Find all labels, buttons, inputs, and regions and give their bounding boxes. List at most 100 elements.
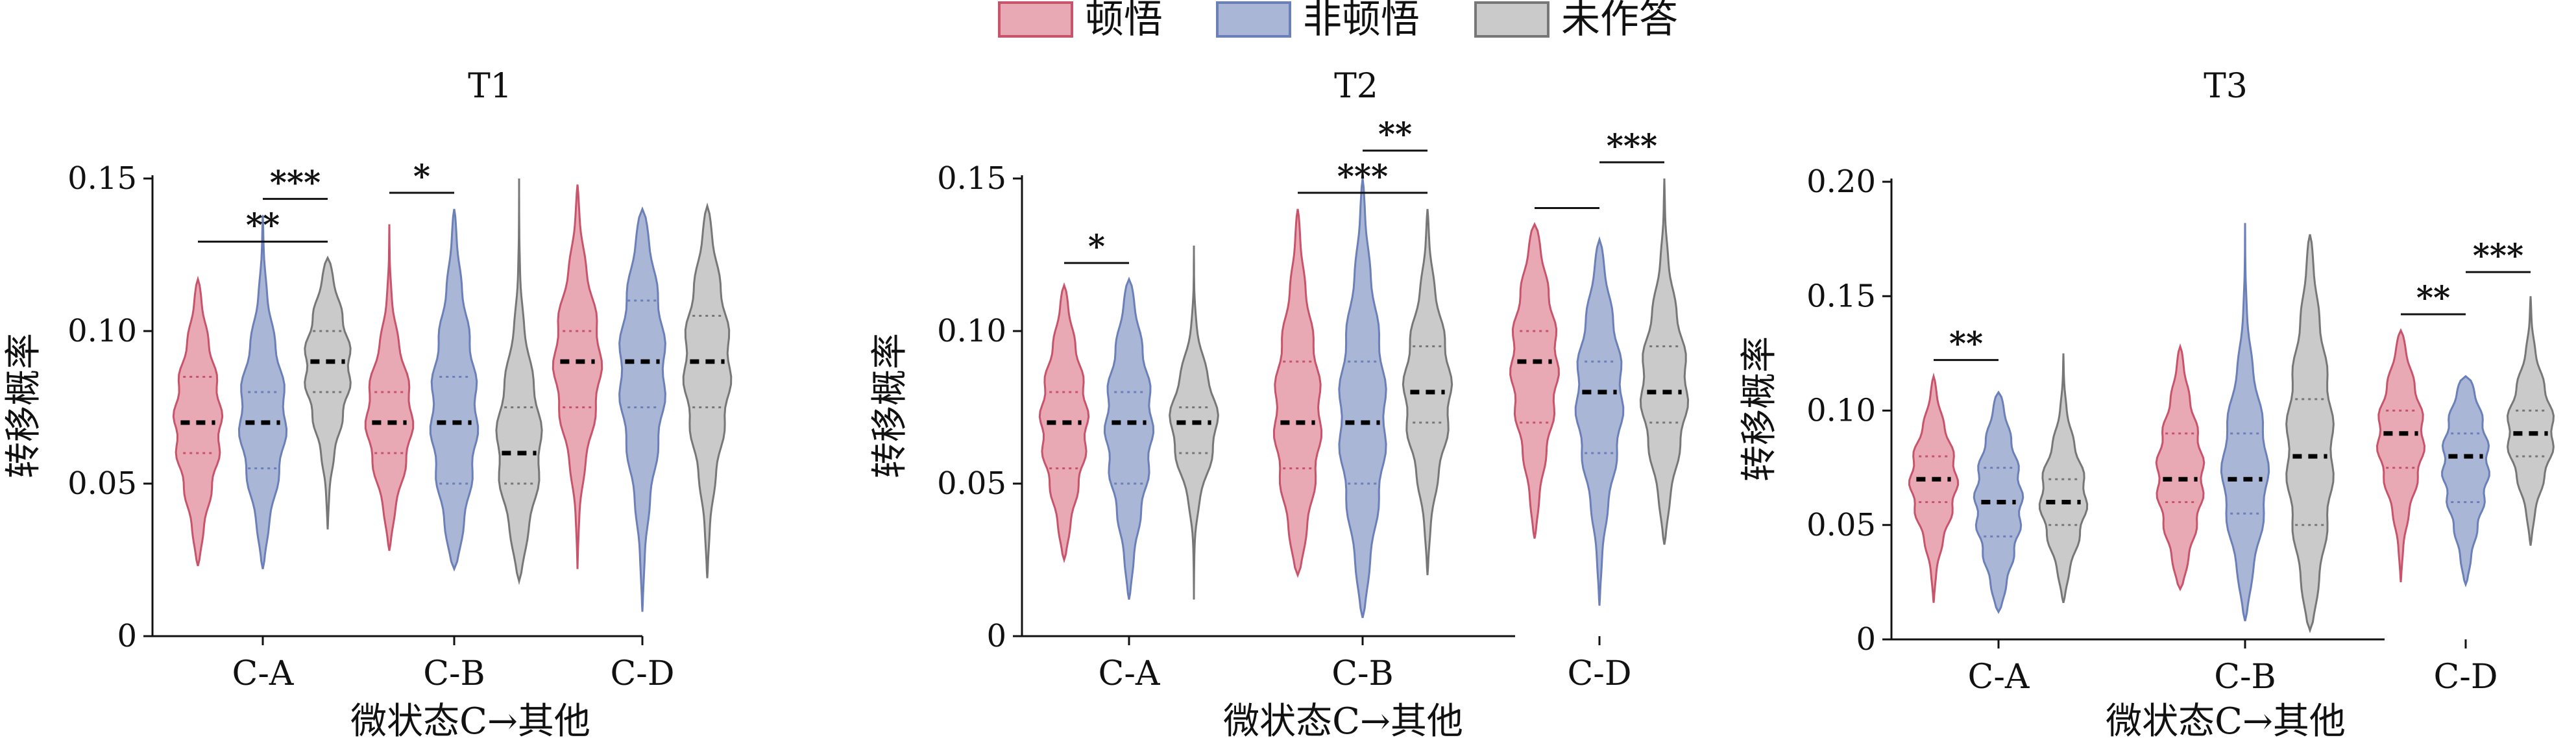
violin-body xyxy=(618,206,666,612)
violin-c-b-non-insight xyxy=(2220,223,2270,622)
y-tick-label: 0.10 xyxy=(937,313,1006,349)
significance-label: *** xyxy=(270,163,321,201)
violin-c-b-non-insight xyxy=(429,208,480,572)
violin-c-a-insight xyxy=(1038,282,1090,563)
violin-c-b-no-answer xyxy=(2285,234,2335,634)
significance-bracket: *** xyxy=(1599,127,1664,165)
y-tick-label: 0.20 xyxy=(1806,164,1876,200)
y-tick-label: 0.15 xyxy=(937,160,1006,197)
x-tick-label: C-A xyxy=(1968,658,2030,697)
significance-label: ** xyxy=(1949,325,1983,363)
legend-swatch-non-insight xyxy=(1216,1,1291,38)
violin-body xyxy=(682,202,733,578)
x-tick-label: C-D xyxy=(1567,654,1631,693)
violin-c-d-insight xyxy=(552,184,603,569)
violin-body xyxy=(495,179,543,586)
x-tick-label: C-D xyxy=(2433,658,2497,697)
violin-c-a-non-insight xyxy=(237,215,288,569)
violin-c-d-non-insight xyxy=(2441,375,2490,587)
violin-c-d-no-answer xyxy=(2506,296,2555,546)
significance-label: ** xyxy=(1378,115,1412,153)
panel-t3: T3 0 0.05 0.10 0.15 0.20 C-A C-B C-D 微状态C→其他 转移概率 *… xyxy=(1738,67,2555,743)
x-tick-label: C-B xyxy=(423,654,485,693)
violin-body xyxy=(1338,178,1387,619)
significance-label: * xyxy=(1088,227,1105,265)
legend-item-insight: 顿悟 xyxy=(998,0,1163,42)
legend-swatch-insight xyxy=(998,1,1073,38)
violin-body xyxy=(364,224,415,551)
x-tick-label: C-B xyxy=(1331,654,1394,693)
violin-c-a-insight xyxy=(1908,372,1960,603)
panel-title: T3 xyxy=(2204,67,2248,106)
violin-c-d-insight xyxy=(2376,328,2426,583)
significance-bracket: ** xyxy=(2401,278,2466,317)
panel-title: T1 xyxy=(468,67,512,106)
significance-label: *** xyxy=(2473,236,2523,275)
violin-c-a-insight xyxy=(172,275,224,567)
violin-body xyxy=(2285,234,2335,634)
y-tick-label: 0.05 xyxy=(937,465,1006,502)
violin-c-a-no-answer xyxy=(2038,353,2089,603)
violin-body xyxy=(429,208,480,572)
violin-c-b-insight xyxy=(1272,208,1323,578)
violin-c-a-non-insight xyxy=(1103,277,1155,600)
violin-body xyxy=(304,255,352,530)
y-tick-label: 0.15 xyxy=(1806,278,1876,314)
x-tick-label: C-A xyxy=(1099,654,1161,693)
significance-bracket: *** xyxy=(1298,157,1428,195)
violin-c-d-insight xyxy=(1509,221,1560,539)
violin-c-b-insight xyxy=(364,224,415,551)
y-tick-label: 0.10 xyxy=(67,313,137,349)
violin-body xyxy=(2376,328,2426,583)
significance-bracket: * xyxy=(1064,227,1129,265)
x-axis-label: 微状态C→其他 xyxy=(350,700,590,743)
legend-label-non-insight: 非顿悟 xyxy=(1303,0,1420,42)
legend-label-insight: 顿悟 xyxy=(1085,0,1163,42)
violin-c-d-no-answer xyxy=(682,202,733,578)
y-axis-label: 转移概率 xyxy=(869,333,911,478)
y-tick-label: 0.05 xyxy=(1806,507,1876,543)
significance-bracket: ** xyxy=(198,206,328,244)
violin-c-a-no-answer xyxy=(304,255,352,530)
violin-c-d-non-insight xyxy=(1574,236,1625,606)
legend-item-no-answer: 未作答 xyxy=(1474,0,1678,42)
significance-label: *** xyxy=(1607,127,1657,165)
significance-bracket: ** xyxy=(1934,325,1999,363)
violin-c-b-no-answer xyxy=(1402,208,1453,576)
violin-c-a-no-answer xyxy=(1169,245,1219,600)
violin-body xyxy=(2441,375,2490,587)
violin-body xyxy=(1574,236,1625,606)
violin-c-d-no-answer xyxy=(1639,178,1690,545)
y-tick-label: 0.10 xyxy=(1806,393,1876,429)
violin-c-a-non-insight xyxy=(1973,390,2024,614)
significance-bracket: * xyxy=(389,157,454,195)
legend-swatch-no-answer xyxy=(1474,1,1549,38)
violin-body xyxy=(1509,221,1560,539)
y-tick-label: 0.15 xyxy=(67,160,137,197)
y-tick-label: 0 xyxy=(117,618,137,654)
panel-title: T2 xyxy=(1334,67,1378,106)
x-axis-label: 微状态C→其他 xyxy=(2106,700,2346,743)
violin-body xyxy=(2506,296,2555,546)
violin-c-b-insight xyxy=(2155,343,2205,591)
significance-label: ** xyxy=(2416,278,2450,317)
violin-body xyxy=(2038,353,2089,603)
violin-c-d-non-insight xyxy=(618,206,666,612)
y-tick-label: 0 xyxy=(986,618,1006,654)
y-axis-label: 转移概率 xyxy=(3,333,45,478)
violin-c-b-non-insight xyxy=(1338,178,1387,619)
violin-body xyxy=(552,184,603,569)
violin-body xyxy=(1272,208,1323,578)
significance-label: *** xyxy=(1337,157,1388,195)
violin-body xyxy=(2220,223,2270,622)
legend-label-no-answer: 未作答 xyxy=(1561,0,1678,42)
violin-body xyxy=(1103,277,1155,600)
legend-item-non-insight: 非顿悟 xyxy=(1216,0,1420,42)
x-tick-label: C-A xyxy=(232,654,295,693)
significance-bracket: ** xyxy=(1363,115,1428,153)
y-tick-label: 0.05 xyxy=(67,465,137,502)
legend: 顿悟 非顿悟 未作答 xyxy=(998,0,1678,42)
